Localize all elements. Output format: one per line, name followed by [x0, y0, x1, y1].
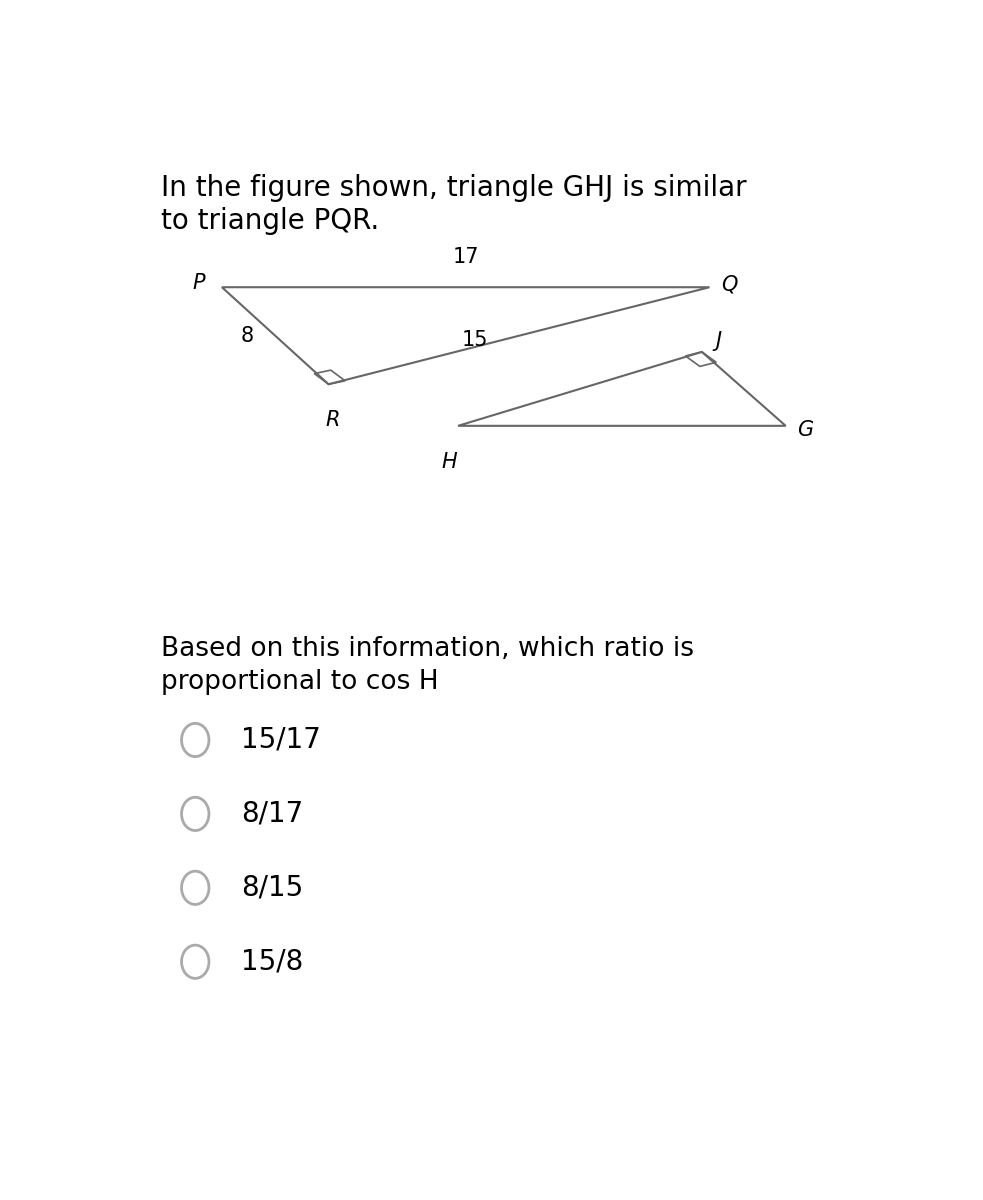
Text: J: J — [716, 331, 722, 350]
Text: 15/8: 15/8 — [241, 948, 303, 976]
Text: 8/17: 8/17 — [241, 800, 303, 828]
Text: H: H — [441, 451, 457, 472]
Text: 8/15: 8/15 — [241, 874, 303, 902]
Text: 15: 15 — [462, 330, 489, 350]
Text: Based on this information, which ratio is: Based on this information, which ratio i… — [161, 636, 694, 661]
Text: 8: 8 — [241, 325, 254, 346]
Text: R: R — [325, 410, 340, 430]
Text: G: G — [797, 420, 813, 440]
Text: In the figure shown, triangle GHJ is similar: In the figure shown, triangle GHJ is sim… — [161, 174, 747, 203]
Text: 17: 17 — [452, 247, 479, 266]
Text: P: P — [193, 272, 205, 293]
Text: to triangle PQR.: to triangle PQR. — [161, 206, 379, 235]
Text: proportional to cos H: proportional to cos H — [161, 668, 438, 695]
Text: 15/17: 15/17 — [241, 726, 320, 754]
Text: Q: Q — [721, 275, 737, 294]
